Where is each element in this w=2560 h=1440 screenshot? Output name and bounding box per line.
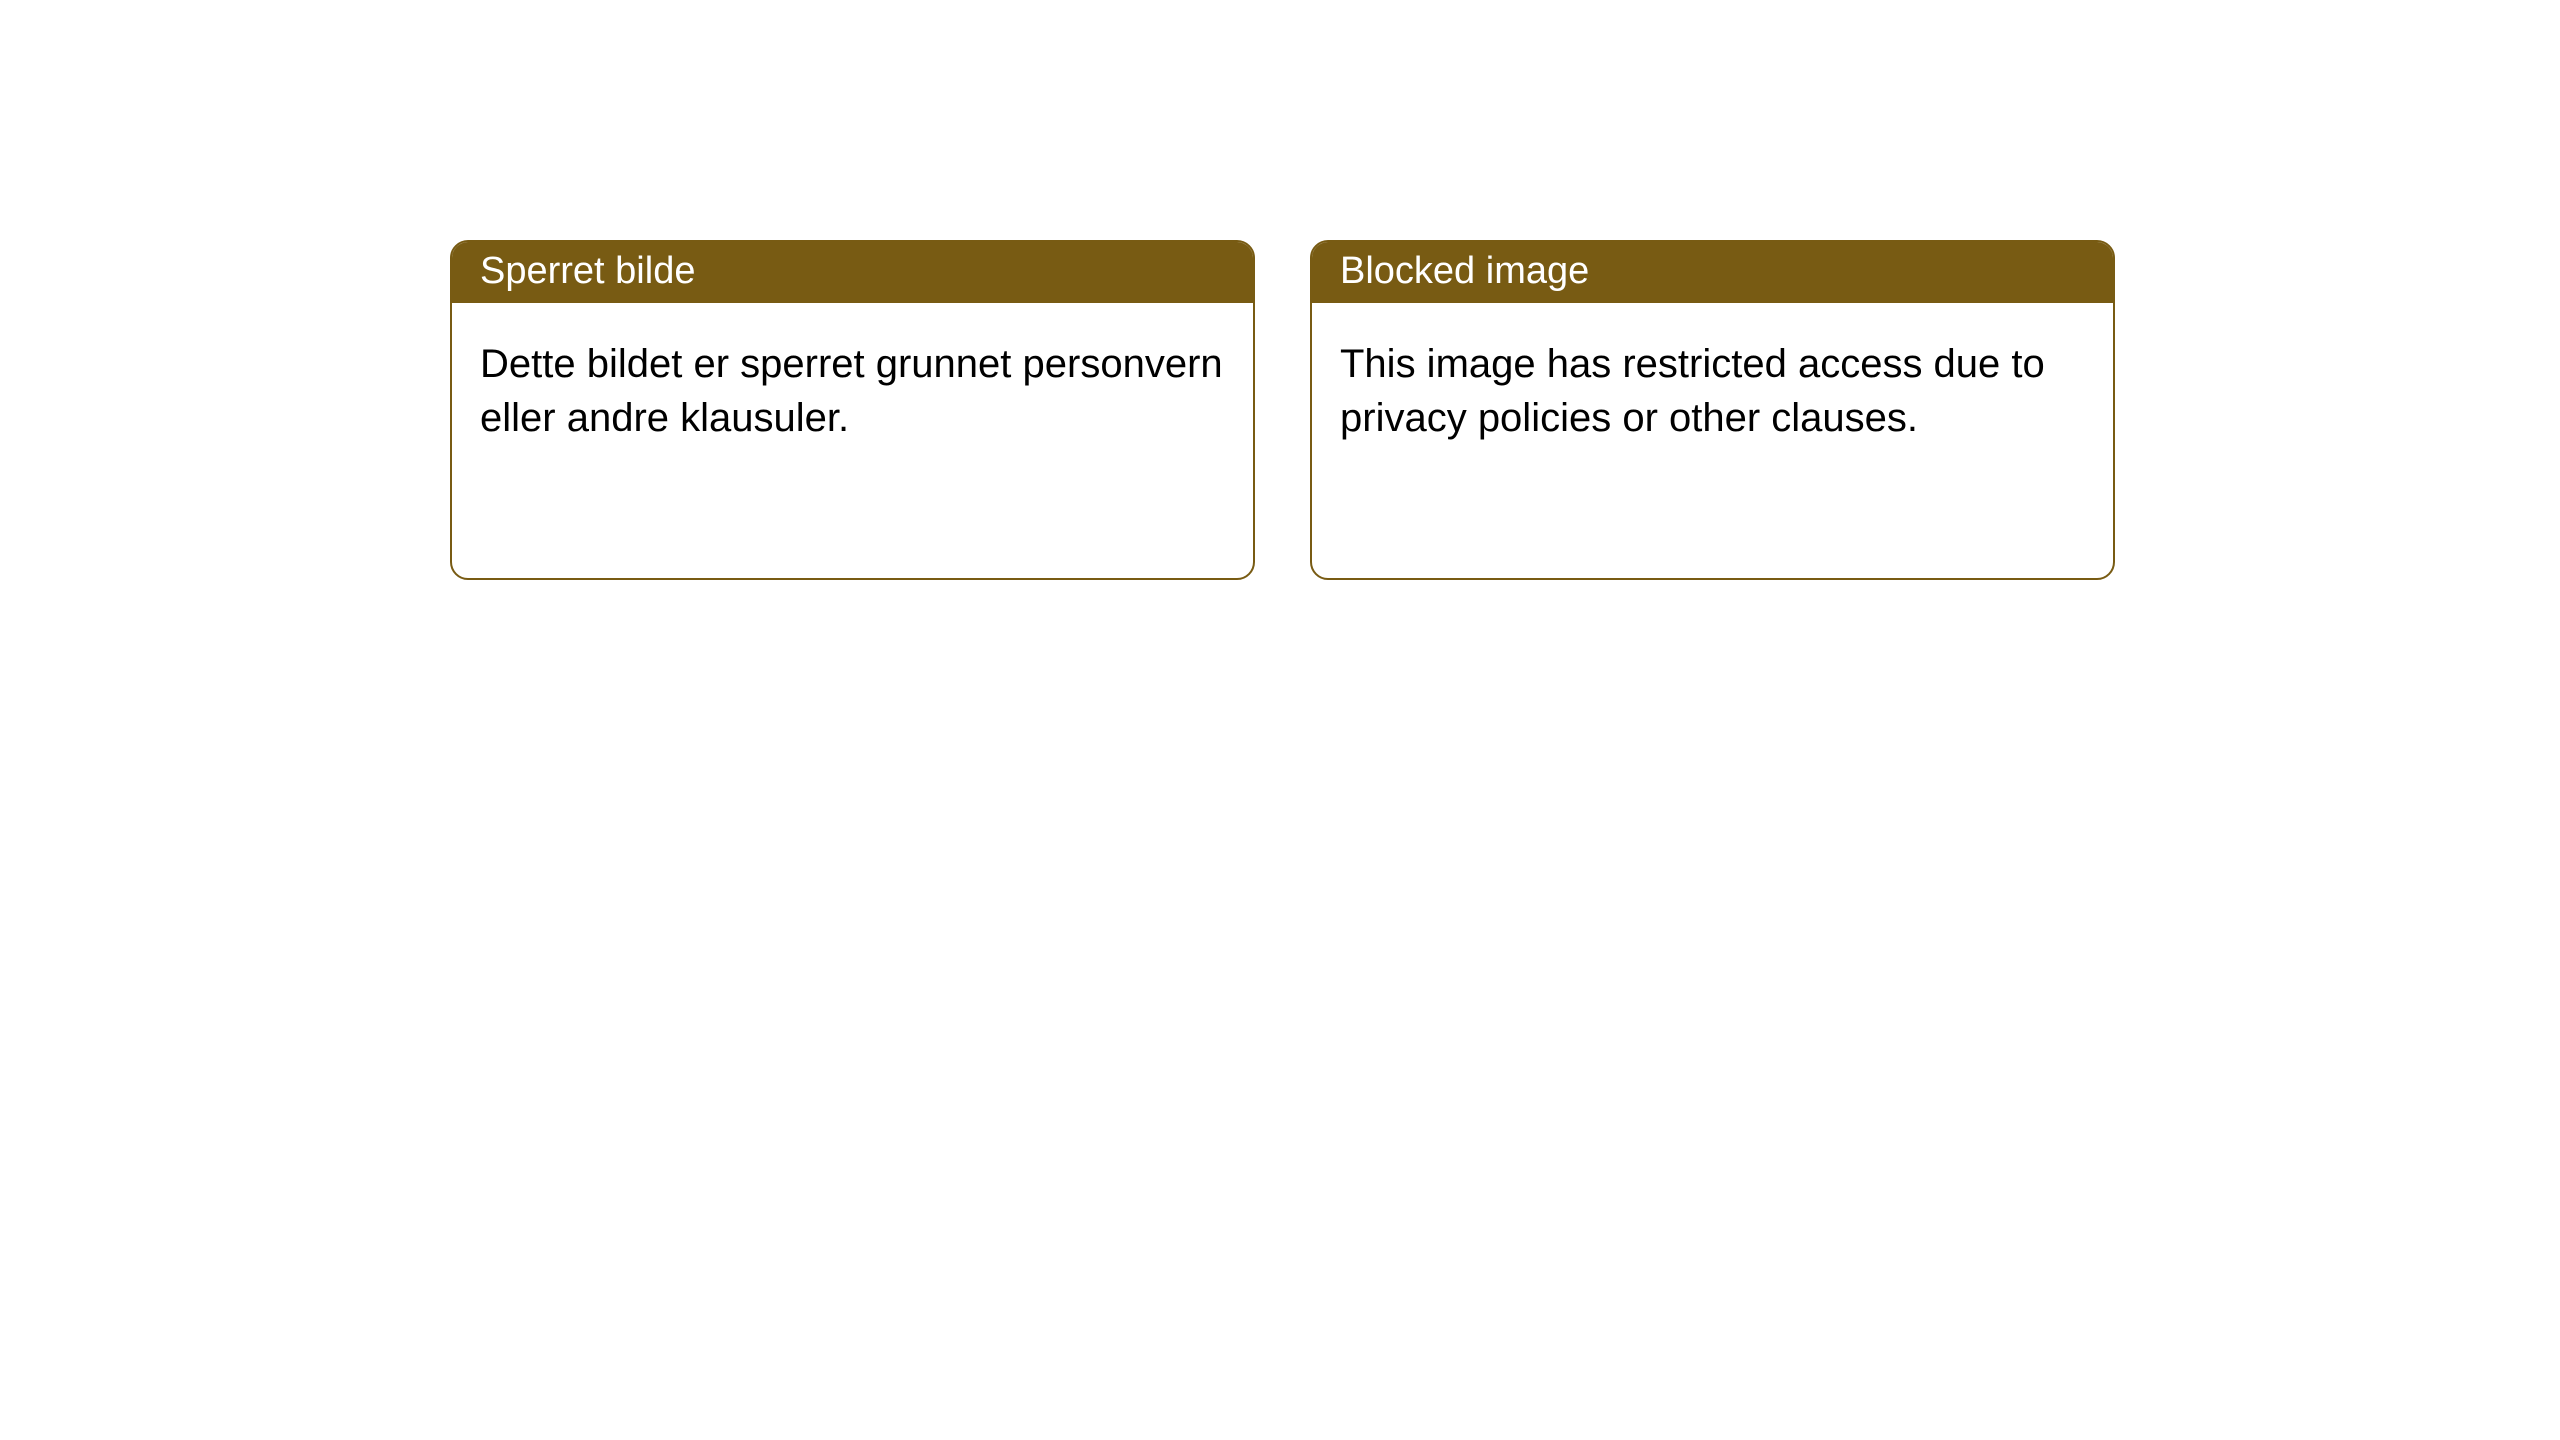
card-header-english: Blocked image — [1312, 242, 2113, 303]
notice-cards-container: Sperret bilde Dette bildet er sperret gr… — [450, 240, 2115, 580]
notice-card-norwegian: Sperret bilde Dette bildet er sperret gr… — [450, 240, 1255, 580]
card-body-text: This image has restricted access due to … — [1340, 342, 2045, 440]
card-body-norwegian: Dette bildet er sperret grunnet personve… — [452, 303, 1253, 479]
card-body-english: This image has restricted access due to … — [1312, 303, 2113, 479]
card-header-text: Blocked image — [1340, 250, 1589, 292]
card-header-norwegian: Sperret bilde — [452, 242, 1253, 303]
notice-card-english: Blocked image This image has restricted … — [1310, 240, 2115, 580]
card-body-text: Dette bildet er sperret grunnet personve… — [480, 342, 1223, 440]
card-header-text: Sperret bilde — [480, 250, 695, 292]
